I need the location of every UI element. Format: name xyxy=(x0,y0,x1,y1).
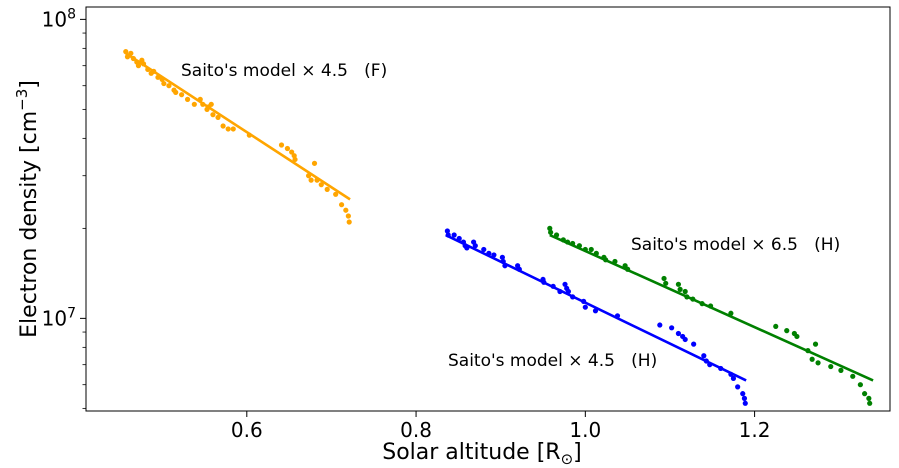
data-point xyxy=(208,101,214,107)
data-point xyxy=(292,156,298,163)
data-point xyxy=(135,63,142,69)
x-tick-label: 0.8 xyxy=(400,418,432,442)
x-tick-label: 1.2 xyxy=(739,418,771,442)
data-point xyxy=(472,243,478,249)
fit-line xyxy=(125,52,351,201)
data-point xyxy=(812,341,819,347)
fit-line xyxy=(549,233,874,382)
data-point xyxy=(773,323,779,330)
data-point xyxy=(669,325,675,331)
data-point xyxy=(220,123,226,129)
y-tick-label-base: 10 xyxy=(42,7,67,31)
data-point xyxy=(741,395,748,401)
x-axis-title-close: ] xyxy=(573,440,582,465)
data-point xyxy=(547,225,553,231)
data-point xyxy=(828,363,834,370)
data-point xyxy=(225,126,231,132)
data-point xyxy=(866,395,872,401)
data-point xyxy=(324,186,330,192)
x-axis-title-text: Solar altitude [R xyxy=(382,440,560,465)
y-axis-title: Electron density [cm−3] xyxy=(13,80,42,338)
data-point xyxy=(740,391,746,397)
y-axis-title-exponent: −3 xyxy=(13,89,31,111)
y-tick-label-exponent: 8 xyxy=(67,6,76,22)
data-point xyxy=(278,142,285,148)
data-point xyxy=(735,384,741,390)
data-point xyxy=(661,275,667,282)
data-point xyxy=(677,286,683,292)
data-point xyxy=(663,280,669,286)
x-axis-title-symbol: ⊙ xyxy=(561,450,574,468)
y-axis-title-text: Electron density [cm xyxy=(17,111,42,338)
x-axis-title: Solar altitude [R⊙] xyxy=(382,440,582,468)
data-point xyxy=(784,328,790,334)
data-point xyxy=(701,353,707,359)
series-annotation: Saito's model × 4.5 (H) xyxy=(448,351,657,371)
series-annotation: Saito's model × 4.5 (F) xyxy=(181,61,387,81)
data-point xyxy=(318,182,324,188)
data-point xyxy=(582,304,588,310)
data-point xyxy=(161,80,167,87)
data-point xyxy=(857,382,863,388)
data-point xyxy=(333,191,339,197)
data-point xyxy=(451,232,457,238)
series-group xyxy=(547,225,874,406)
data-point xyxy=(548,229,554,235)
data-point xyxy=(345,213,351,219)
x-tick-label: 1.0 xyxy=(569,418,601,442)
data-point xyxy=(230,126,236,132)
data-point xyxy=(191,101,197,107)
data-point xyxy=(284,145,291,152)
data-point xyxy=(346,219,352,225)
data-point xyxy=(682,288,688,295)
annotation-layer: Saito's model × 4.5 (F) Saito's model × 4… xyxy=(181,61,840,371)
data-point xyxy=(682,336,688,343)
y-axis-title-close: ] xyxy=(17,80,42,89)
data-point xyxy=(742,400,748,406)
series-group xyxy=(123,49,352,225)
plot-frame xyxy=(85,6,891,412)
data-point xyxy=(173,89,179,95)
y-tick-label-exponent: 7 xyxy=(67,305,76,321)
data-point xyxy=(794,333,800,340)
y-tick-label-base: 10 xyxy=(42,306,67,330)
y-tick-label: 108 xyxy=(42,6,76,31)
fit-line xyxy=(445,233,747,382)
data-point xyxy=(308,177,314,183)
data-point xyxy=(815,360,821,366)
series-group xyxy=(444,228,748,406)
data-point xyxy=(850,373,856,379)
data-point xyxy=(867,400,873,406)
data-point xyxy=(184,96,191,102)
data-point xyxy=(210,112,216,118)
data-point xyxy=(444,228,450,234)
data-point xyxy=(588,246,594,253)
data-point xyxy=(562,281,568,287)
data-point xyxy=(838,367,844,373)
data-point xyxy=(215,114,221,121)
y-tick-label: 107 xyxy=(42,305,76,330)
data-point xyxy=(657,322,663,328)
x-tick-label: 0.6 xyxy=(231,418,263,442)
data-point xyxy=(343,207,349,213)
data-point xyxy=(481,246,487,253)
data-point xyxy=(691,341,697,347)
data-point xyxy=(675,330,682,337)
data-point xyxy=(311,160,318,166)
data-point xyxy=(289,149,295,155)
data-point xyxy=(809,356,815,362)
series-annotation: Saito's model × 6.5 (H) xyxy=(631,235,840,255)
data-point xyxy=(862,391,868,397)
data-point xyxy=(338,202,345,208)
data-point xyxy=(499,254,505,260)
data-point xyxy=(166,83,172,89)
data-point xyxy=(179,92,185,98)
data-point xyxy=(491,252,497,258)
series-layer xyxy=(123,49,874,406)
data-point xyxy=(675,281,682,287)
data-point xyxy=(730,375,737,381)
